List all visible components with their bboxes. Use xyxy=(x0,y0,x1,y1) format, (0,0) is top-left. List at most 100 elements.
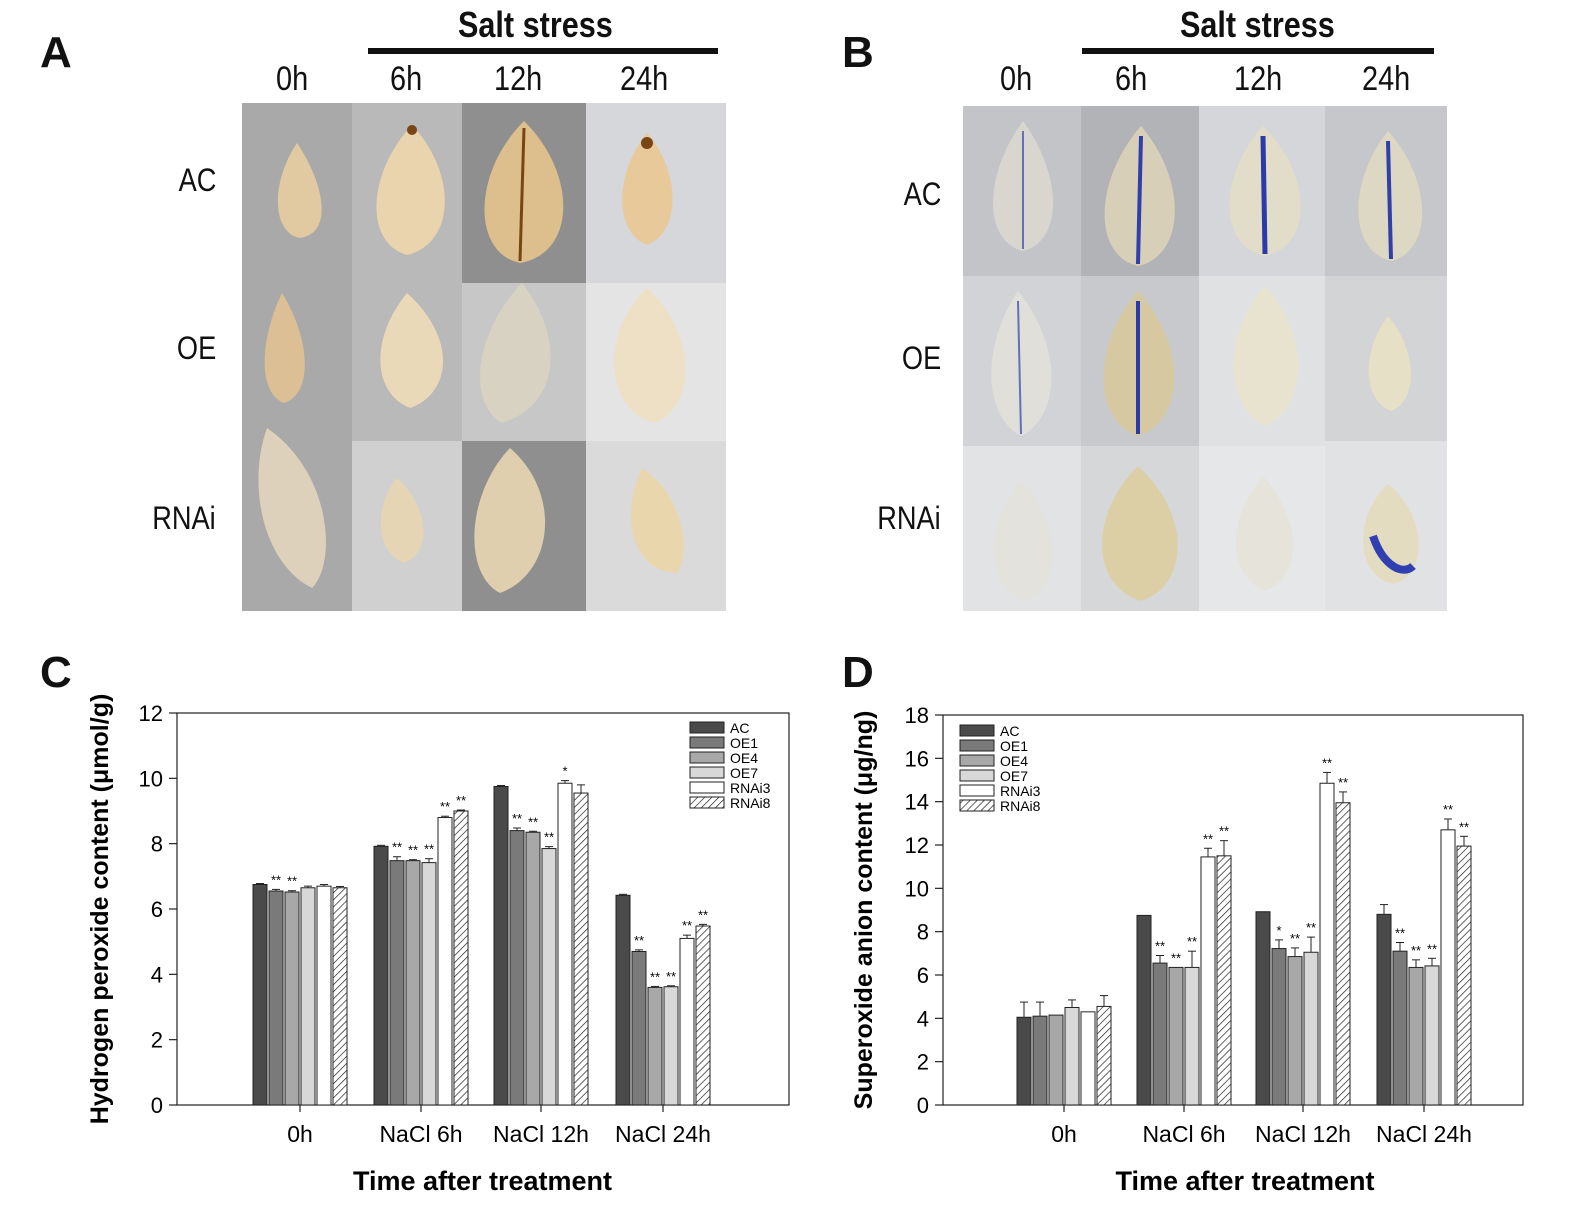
chart-c-bar-oe7-0h xyxy=(300,887,316,1106)
chart-d-legend-label-ac: AC xyxy=(1000,723,1019,739)
chart-c-bar-ac-nacl-6h xyxy=(373,845,389,1106)
chart-d-significance-mark: ** xyxy=(1290,931,1300,946)
salt-stress-bar-b xyxy=(1082,48,1434,54)
chart-d-y-tick-label: 10 xyxy=(905,876,929,901)
chart-d-significance-mark: ** xyxy=(1338,775,1348,790)
chart-c-bar-oe4-0h xyxy=(284,891,300,1106)
chart-d-legend-swatch-oe7 xyxy=(959,769,995,782)
chart-c-bar-oe1-0h xyxy=(268,890,284,1106)
chart-d-legend-swatch-oe1 xyxy=(959,739,995,752)
chart-c-significance-mark: ** xyxy=(392,840,402,855)
leaf-oe-24h-b xyxy=(1368,316,1411,411)
column-6h-b: 6h xyxy=(1115,60,1148,98)
leaf-ac-12h-b xyxy=(1229,126,1301,256)
chart-c: 0 2 4 6 8 10 12 Hydrogen peroxide content (μmol… xyxy=(86,694,790,1196)
column-12h-b: 12h xyxy=(1234,60,1283,98)
chart-d-y-tick-label: 6 xyxy=(917,963,929,988)
salt-stress-label-b: Salt stress xyxy=(1180,4,1335,45)
chart-c-bar-oe1-nacl-24h xyxy=(631,950,647,1106)
chart-c-bar-rnai8-nacl-12h xyxy=(573,792,589,1106)
nbt-staining-photo-grid xyxy=(963,106,1447,611)
leaf-rnai-0h-b xyxy=(993,481,1054,601)
chart-c-y-tick-label: 0 xyxy=(151,1093,163,1118)
chart-d-x-axis-label: Time after treatment xyxy=(1115,1166,1374,1196)
chart-d-significance-mark: ** xyxy=(1322,755,1332,770)
chart-d-bar-ac-0h xyxy=(1016,1016,1032,1106)
chart-d-x-tick-label: NaCl 6h xyxy=(1142,1121,1225,1147)
chart-d-bar-oe4-nacl-24h xyxy=(1408,966,1424,1106)
chart-c-significance-mark: ** xyxy=(698,907,708,922)
salt-stress-label-a: Salt stress xyxy=(458,4,613,45)
chart-d-bar-rnai8-nacl-24h xyxy=(1456,845,1472,1106)
chart-d-bar-rnai8-0h xyxy=(1096,1005,1112,1106)
column-0h-a: 0h xyxy=(276,60,309,98)
chart-c-significance-mark: ** xyxy=(440,799,450,814)
row-rnai-b: RNAi xyxy=(877,500,941,536)
row-ac-a: AC xyxy=(178,162,216,198)
chart-d-bar-rnai3-nacl-12h xyxy=(1319,782,1335,1106)
chart-c-x-tick-label: NaCl 24h xyxy=(615,1121,711,1147)
chart-d-bar-oe7-nacl-24h xyxy=(1424,965,1440,1106)
chart-c-legend-swatch-rnai8 xyxy=(689,796,725,809)
chart-c-bar-rnai8-nacl-6h xyxy=(453,810,469,1106)
row-ac-b: AC xyxy=(903,176,941,212)
chart-c-significance-mark: ** xyxy=(544,830,554,845)
chart-d-bar-rnai3-nacl-6h xyxy=(1200,856,1216,1106)
chart-c-bar-oe7-nacl-6h xyxy=(421,862,437,1106)
chart-d-y-tick-label: 4 xyxy=(917,1006,929,1031)
chart-d-legend-label-oe7: OE7 xyxy=(1000,768,1028,784)
leaf-rnai-12h-b xyxy=(1235,476,1294,591)
chart-c-y-axis-label: Hydrogen peroxide content (μmol/g) xyxy=(86,694,114,1125)
chart-c-x-tick-label: NaCl 12h xyxy=(493,1121,589,1147)
chart-d-significance-mark: ** xyxy=(1155,939,1165,954)
chart-c-significance-mark: ** xyxy=(271,872,281,887)
leaf-rnai-24h xyxy=(630,468,684,573)
chart-d-significance-mark: ** xyxy=(1427,941,1437,956)
leaf-oe-6h xyxy=(380,293,444,408)
chart-d-y-tick-label: 8 xyxy=(917,920,929,945)
row-rnai-a: RNAi xyxy=(152,500,216,536)
chart-d-bar-oe4-nacl-6h xyxy=(1168,966,1184,1106)
chart-d-legend-label-rnai8: RNAi8 xyxy=(1000,798,1041,814)
leaf-rnai-12h xyxy=(474,448,546,593)
chart-c-bar-ac-0h xyxy=(252,884,268,1106)
chart-d-bar-oe4-nacl-12h xyxy=(1287,956,1303,1106)
chart-c-significance-mark: ** xyxy=(512,811,522,826)
leaf-ac-0h-b xyxy=(993,121,1053,251)
chart-d-significance-mark: ** xyxy=(1443,802,1453,817)
chart-d-bar-rnai3-nacl-24h xyxy=(1440,829,1456,1106)
chart-d-bar-ac-nacl-12h xyxy=(1255,911,1271,1106)
chart-c-bar-rnai3-nacl-12h xyxy=(557,782,573,1106)
chart-d-bar-rnai8-nacl-6h xyxy=(1216,855,1232,1106)
chart-d-y-axis-label: Superoxide anion content (μg/ng) xyxy=(850,711,878,1110)
chart-d-legend-swatch-oe4 xyxy=(959,754,995,767)
leaf-ac-24h-b xyxy=(1358,131,1423,261)
column-24h-b: 24h xyxy=(1362,60,1411,98)
chart-d-y-tick-label: 0 xyxy=(917,1093,929,1118)
chart-d-legend-label-oe4: OE4 xyxy=(1000,753,1028,769)
chart-c-significance-mark: ** xyxy=(528,814,538,829)
chart-c-bar-rnai3-nacl-24h xyxy=(679,937,695,1106)
chart-d-bar-oe7-nacl-12h xyxy=(1303,951,1319,1106)
chart-c-legend-label-oe1: OE1 xyxy=(730,735,758,751)
chart-c-significance-mark: ** xyxy=(634,933,644,948)
chart-c-bar-oe4-nacl-24h xyxy=(647,986,663,1106)
chart-d-significance-mark: ** xyxy=(1459,819,1469,834)
chart-d-bar-oe1-nacl-24h xyxy=(1392,950,1408,1106)
chart-d-bar-rnai8-nacl-12h xyxy=(1335,802,1351,1106)
leaf-oe-24h xyxy=(614,288,686,423)
chart-c-bar-rnai8-0h xyxy=(332,887,348,1106)
chart-c-bar-oe7-nacl-12h xyxy=(541,848,557,1106)
chart-d-significance-mark: ** xyxy=(1171,950,1181,965)
chart-c-significance-mark: ** xyxy=(650,969,660,984)
chart-c-bar-rnai3-nacl-6h xyxy=(437,817,453,1106)
chart-d-y-tick-label: 16 xyxy=(905,746,929,771)
chart-d-significance-mark: ** xyxy=(1306,920,1316,935)
chart-d-bar-ac-nacl-6h xyxy=(1136,914,1152,1106)
panel-letter-c: C xyxy=(40,648,72,697)
chart-c-bar-oe1-nacl-12h xyxy=(509,830,525,1106)
chart-d-legend-swatch-ac xyxy=(959,724,995,737)
chart-c-significance-mark: ** xyxy=(287,874,297,889)
salt-stress-bar-a xyxy=(368,48,718,54)
chart-d-significance-mark: * xyxy=(1276,923,1281,938)
